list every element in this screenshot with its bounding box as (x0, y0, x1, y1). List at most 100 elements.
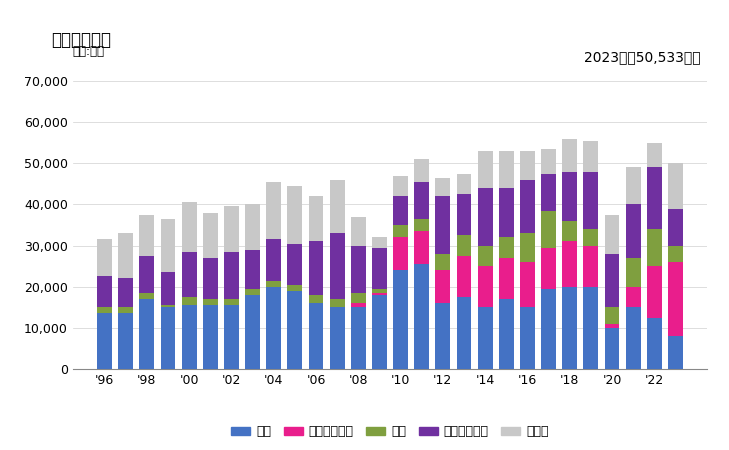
Bar (647, 318, 662, 369)
Bar (583, 141, 599, 171)
Bar (224, 252, 239, 299)
Bar (414, 231, 429, 264)
Bar (520, 151, 535, 180)
Bar (625, 258, 641, 287)
Bar (668, 262, 683, 336)
Bar (477, 188, 493, 246)
Bar (160, 305, 176, 307)
Bar (562, 221, 577, 242)
Bar (308, 196, 324, 242)
Bar (372, 248, 387, 289)
Bar (351, 307, 366, 369)
Bar (393, 225, 408, 237)
Bar (456, 194, 472, 235)
Bar (330, 299, 345, 307)
Bar (583, 246, 599, 287)
Bar (97, 314, 112, 369)
Bar (668, 163, 683, 208)
Bar (668, 246, 683, 262)
Bar (499, 237, 514, 258)
Bar (456, 235, 472, 256)
Text: 単位:万個: 単位:万個 (73, 45, 105, 58)
Text: 2023年：50,533万個: 2023年：50,533万個 (584, 50, 701, 64)
Bar (520, 262, 535, 307)
Bar (625, 287, 641, 307)
Bar (625, 307, 641, 369)
Bar (604, 324, 620, 328)
Bar (647, 266, 662, 318)
Bar (541, 149, 556, 174)
Bar (245, 204, 260, 250)
Bar (139, 293, 155, 299)
Bar (266, 182, 281, 239)
Bar (182, 202, 197, 252)
Bar (477, 246, 493, 266)
Bar (393, 176, 408, 196)
Bar (414, 264, 429, 369)
Bar (139, 299, 155, 369)
Bar (97, 307, 112, 314)
Bar (139, 256, 155, 293)
Bar (625, 204, 641, 258)
Bar (203, 213, 218, 258)
Bar (583, 287, 599, 369)
Bar (456, 174, 472, 194)
Bar (97, 239, 112, 276)
Bar (562, 171, 577, 221)
Bar (604, 307, 620, 324)
Bar (456, 256, 472, 297)
Bar (477, 266, 493, 307)
Bar (435, 303, 451, 369)
Bar (604, 215, 620, 254)
Bar (414, 159, 429, 182)
Bar (583, 229, 599, 246)
Bar (477, 151, 493, 188)
Bar (456, 297, 472, 369)
Bar (330, 180, 345, 233)
Bar (351, 303, 366, 307)
Bar (647, 143, 662, 167)
Legend: 香港, インドネシア, 米国, シンガポール, その他: 香港, インドネシア, 米国, シンガポール, その他 (226, 420, 554, 443)
Bar (562, 139, 577, 171)
Bar (604, 328, 620, 369)
Bar (541, 248, 556, 289)
Bar (287, 291, 303, 369)
Bar (118, 307, 133, 314)
Bar (393, 270, 408, 369)
Bar (266, 239, 281, 280)
Bar (118, 314, 133, 369)
Bar (97, 276, 112, 307)
Bar (647, 167, 662, 229)
Bar (668, 208, 683, 246)
Bar (435, 254, 451, 270)
Bar (520, 233, 535, 262)
Bar (541, 211, 556, 248)
Bar (203, 305, 218, 369)
Bar (287, 243, 303, 285)
Bar (266, 287, 281, 369)
Bar (372, 295, 387, 369)
Bar (330, 233, 345, 299)
Bar (372, 289, 387, 293)
Bar (499, 188, 514, 237)
Bar (203, 299, 218, 305)
Bar (625, 167, 641, 204)
Bar (203, 258, 218, 299)
Bar (224, 207, 239, 252)
Bar (245, 295, 260, 369)
Bar (541, 174, 556, 211)
Bar (160, 219, 176, 272)
Bar (668, 336, 683, 369)
Bar (372, 237, 387, 248)
Bar (372, 293, 387, 295)
Bar (520, 180, 535, 233)
Bar (435, 270, 451, 303)
Bar (499, 299, 514, 369)
Bar (224, 305, 239, 369)
Bar (351, 293, 366, 303)
Bar (287, 285, 303, 291)
Bar (435, 178, 451, 196)
Bar (499, 151, 514, 188)
Bar (182, 297, 197, 305)
Bar (562, 287, 577, 369)
